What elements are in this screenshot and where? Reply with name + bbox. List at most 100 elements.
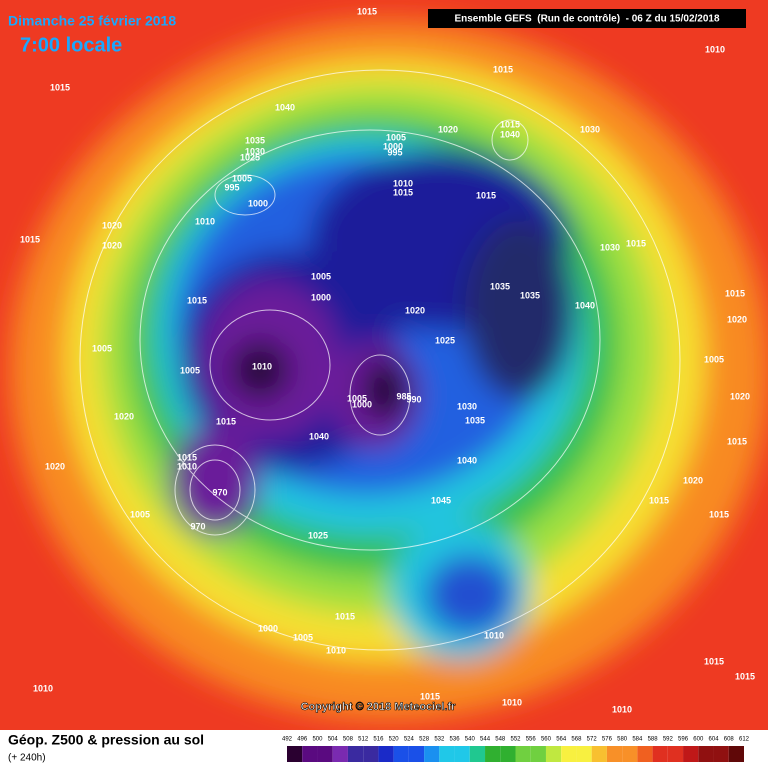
isobar-label: 1015 bbox=[727, 436, 747, 446]
isobar-label: 1040 bbox=[309, 431, 329, 441]
scale-swatch bbox=[515, 746, 531, 762]
isobar-label: 1035 bbox=[520, 290, 540, 300]
isobar-label: 985 bbox=[396, 391, 411, 401]
isobar-label: 1005 bbox=[92, 343, 112, 353]
scale-label: 576 bbox=[602, 737, 613, 743]
scale-swatch bbox=[424, 746, 440, 762]
isobar-label: 1040 bbox=[275, 102, 295, 112]
scale-swatch bbox=[652, 746, 668, 762]
isobar-label: 1015 bbox=[735, 671, 755, 681]
scale-swatch bbox=[606, 746, 623, 762]
scale-swatch bbox=[500, 746, 516, 762]
isobar-label: 1000 bbox=[258, 623, 278, 633]
isobar-label: 1015 bbox=[725, 288, 745, 298]
isobar-label: 1015 bbox=[500, 119, 520, 129]
scale-label: 584 bbox=[632, 737, 643, 743]
isobar-label: 1010 bbox=[177, 461, 197, 471]
isobar-label: 1035 bbox=[490, 281, 510, 291]
isobar-label: 1030 bbox=[245, 146, 265, 156]
scale-label: 524 bbox=[404, 737, 415, 743]
scale-swatch bbox=[317, 746, 333, 762]
isobar-label: 1010 bbox=[705, 44, 725, 54]
scale-swatch bbox=[287, 746, 303, 762]
isobar-label: 1020 bbox=[730, 391, 750, 401]
z500-field bbox=[0, 0, 768, 730]
isobar-label: 1015 bbox=[20, 234, 40, 244]
isobar-label: 1000 bbox=[248, 198, 268, 208]
scale-label: 596 bbox=[678, 737, 689, 743]
scale-label: 540 bbox=[465, 737, 476, 743]
scale-swatch bbox=[332, 746, 348, 762]
scale-label: 492 bbox=[282, 737, 293, 743]
isobar-label: 1045 bbox=[431, 495, 451, 505]
scale-label: 520 bbox=[389, 737, 400, 743]
isobar-label: 1005 bbox=[311, 271, 331, 281]
isobar-label: 1010 bbox=[326, 645, 346, 655]
isobar-label: 970 bbox=[212, 487, 227, 497]
isobar-label: 1000 bbox=[352, 399, 372, 409]
scale-label: 588 bbox=[648, 737, 659, 743]
scale-swatch bbox=[454, 746, 470, 762]
scale-swatch bbox=[439, 746, 455, 762]
scale-swatch bbox=[561, 746, 577, 762]
isobar-label: 990 bbox=[406, 394, 421, 404]
scale-label: 568 bbox=[571, 737, 582, 743]
isobar-label: 1025 bbox=[435, 335, 455, 345]
scale-label: 548 bbox=[495, 737, 506, 743]
scale-swatch bbox=[728, 746, 744, 762]
date: Dimanche 25 février 2018 bbox=[8, 13, 176, 29]
color-scale: 492 496 500 504 508 512 516 520 524 528 532 536 540 5… bbox=[282, 737, 750, 762]
isobars bbox=[79, 69, 681, 651]
isobar-label: 1015 bbox=[420, 691, 440, 701]
isobar-label: 1040 bbox=[500, 129, 520, 139]
scale-label: 496 bbox=[297, 737, 308, 743]
scale-label: 592 bbox=[663, 737, 674, 743]
isobar-label: 1010 bbox=[393, 178, 413, 188]
isobar-label: 1015 bbox=[649, 495, 669, 505]
scale-label: 512 bbox=[358, 737, 369, 743]
isobar-label: 1025 bbox=[308, 530, 328, 540]
time: 7:00 locale bbox=[20, 34, 122, 56]
scale-label: 508 bbox=[343, 737, 354, 743]
scale-label: 608 bbox=[724, 737, 735, 743]
scale-swatch bbox=[469, 746, 486, 762]
scale-label: 532 bbox=[434, 737, 445, 743]
isobar-label: 1035 bbox=[465, 415, 485, 425]
footer-subtitle: (+ 240h) bbox=[8, 753, 46, 764]
isobar-label: 1010 bbox=[612, 704, 632, 714]
isobar-label: 995 bbox=[224, 182, 239, 192]
scale-label: 572 bbox=[587, 737, 598, 743]
scale-label: 500 bbox=[312, 737, 323, 743]
scale-label: 556 bbox=[526, 737, 537, 743]
isobar-label: 1025 bbox=[240, 152, 260, 162]
scale-swatch bbox=[591, 746, 607, 762]
isobar-label: 1030 bbox=[600, 242, 620, 252]
scale-label: 544 bbox=[480, 737, 491, 743]
isobar-label: 1020 bbox=[727, 314, 747, 324]
isobar-label: 1020 bbox=[683, 475, 703, 485]
isobar-label: 1020 bbox=[114, 411, 134, 421]
scale-swatch bbox=[713, 746, 729, 762]
isobar-label: 1030 bbox=[580, 124, 600, 134]
isobar-label: 1010 bbox=[33, 683, 53, 693]
isobar-label: 1005 bbox=[293, 632, 313, 642]
run-box bbox=[428, 9, 746, 28]
isobar-label: 1005 bbox=[704, 354, 724, 364]
scale-label: 528 bbox=[419, 737, 430, 743]
scale-label: 536 bbox=[450, 737, 461, 743]
isobar-label: 1030 bbox=[457, 401, 477, 411]
isobar-label: 1005 bbox=[347, 393, 367, 403]
isobar-label: 1020 bbox=[45, 461, 65, 471]
isobar-label: 1015 bbox=[393, 187, 413, 197]
isobar-label: 1040 bbox=[457, 455, 477, 465]
isobar-label: 1000 bbox=[311, 292, 331, 302]
scale-label: 580 bbox=[617, 737, 628, 743]
scale-label: 612 bbox=[739, 737, 750, 743]
isobar-labels: 1015101510401035103010251005100099510059… bbox=[20, 6, 755, 714]
isobar-label: 1015 bbox=[177, 452, 197, 462]
scale-swatch bbox=[530, 746, 546, 762]
isobar-label: 1015 bbox=[335, 611, 355, 621]
isobar-label: 1015 bbox=[493, 64, 513, 74]
isobar-label: 1015 bbox=[50, 82, 70, 92]
